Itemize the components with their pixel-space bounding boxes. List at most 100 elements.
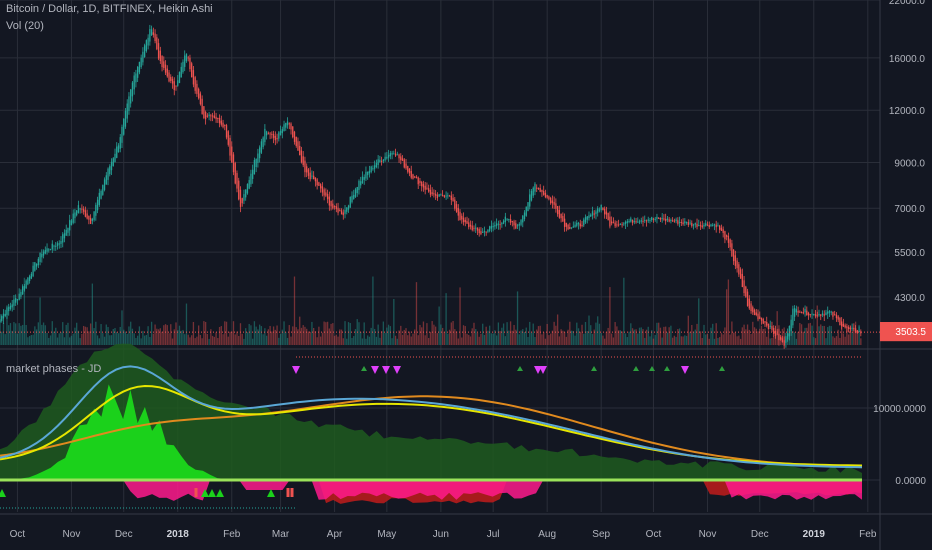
volume-bar: [753, 327, 756, 345]
candle-body: [1, 316, 3, 321]
volume-bar: [602, 335, 604, 345]
volume-bar: [776, 311, 778, 345]
volume-bar: [241, 333, 243, 345]
volume-bar: [18, 323, 20, 345]
symbol-title[interactable]: Bitcoin / Dollar, 1D, BITFINEX, Heikin A…: [6, 3, 213, 15]
volume-bar: [335, 334, 337, 345]
buy-marker: [633, 366, 639, 371]
sell-marker: [681, 366, 689, 374]
candle-body: [255, 158, 257, 168]
candle-body: [248, 180, 250, 189]
volume-bar: [555, 325, 557, 345]
candle-body: [60, 241, 62, 244]
candle-body: [823, 314, 825, 316]
volume-bar: [415, 282, 418, 345]
volume-bar: [821, 325, 824, 345]
volume-bar: [834, 337, 836, 345]
candle-body: [471, 225, 473, 231]
candle-body: [459, 211, 461, 221]
candle-body: [860, 331, 862, 334]
candle-body: [41, 253, 43, 258]
candle-body: [616, 224, 618, 226]
candle-body: [323, 189, 325, 196]
candle-body: [513, 221, 515, 226]
volume-bar: [853, 327, 855, 345]
indicator-title[interactable]: market phases - JD: [6, 363, 102, 375]
volume-bar: [4, 334, 6, 345]
candle-body: [128, 96, 130, 111]
candle-body: [548, 196, 550, 200]
volume-bar: [581, 324, 583, 345]
candle-body: [307, 169, 310, 176]
volume-bar: [813, 337, 815, 345]
volume-bar: [610, 333, 613, 345]
volume-bar: [370, 327, 372, 345]
volume-bar: [586, 331, 588, 345]
candle-body: [103, 179, 106, 190]
candle-body: [328, 196, 330, 206]
candle-body: [736, 260, 738, 269]
volume-bar: [543, 332, 545, 345]
candle-body: [534, 183, 536, 192]
volume-bar: [438, 306, 440, 345]
volume-bar: [590, 325, 592, 345]
candle-body: [4, 313, 6, 317]
volume-bar: [2, 322, 5, 345]
volume-bar: [326, 321, 329, 345]
volume-bar: [588, 315, 590, 345]
volume-bar: [699, 331, 702, 345]
volume-bar: [854, 321, 857, 345]
volume-bar: [515, 329, 517, 345]
candle-body: [520, 220, 522, 225]
buy-marker: [361, 366, 367, 371]
candle-body: [262, 137, 264, 147]
volume-bar: [401, 334, 404, 345]
volume-bar: [178, 325, 181, 345]
volume-title[interactable]: Vol (20): [6, 20, 44, 32]
volume-bar: [9, 323, 12, 345]
volume-bar: [180, 330, 182, 345]
volume-bar: [360, 331, 362, 345]
candle-body: [46, 248, 48, 252]
volume-bar: [384, 332, 386, 345]
volume-bar: [58, 333, 60, 345]
candle-body: [569, 226, 571, 229]
volume-bar: [473, 322, 475, 345]
price-tick-label: 9000.0: [894, 159, 925, 170]
volume-bar: [837, 329, 839, 345]
candle-body: [783, 340, 785, 346]
volume-bar: [529, 321, 531, 345]
volume-bar: [123, 329, 125, 345]
volume-bar: [112, 329, 114, 345]
candle-body: [556, 206, 559, 215]
candle-body: [583, 219, 585, 226]
candle-body: [685, 222, 688, 224]
volume-bar: [429, 331, 432, 345]
candle-body: [245, 189, 247, 198]
volume-bar: [258, 324, 261, 345]
candle-body: [313, 175, 315, 180]
volume-bar: [628, 331, 630, 345]
candle-body: [394, 153, 397, 156]
candle-body: [529, 194, 531, 207]
volume-bar: [217, 337, 219, 345]
volume-bar: [593, 329, 595, 345]
volume-bar: [269, 325, 271, 345]
candle-body: [628, 221, 630, 223]
candle-body: [433, 193, 435, 195]
candle-body: [665, 219, 667, 222]
candle-body: [741, 273, 743, 288]
volume-bar: [502, 323, 505, 345]
candle-body: [786, 333, 789, 340]
candle-body: [356, 186, 358, 194]
volume-bar: [739, 338, 742, 345]
volume-bar: [563, 331, 566, 345]
candle-body: [832, 311, 834, 317]
volume-bar: [55, 327, 57, 345]
volume-bar: [858, 324, 860, 345]
volume-bar: [218, 326, 221, 345]
candle-body: [333, 206, 336, 208]
candle-body: [807, 312, 810, 316]
volume-bar: [229, 331, 231, 345]
candle-body: [642, 220, 644, 222]
